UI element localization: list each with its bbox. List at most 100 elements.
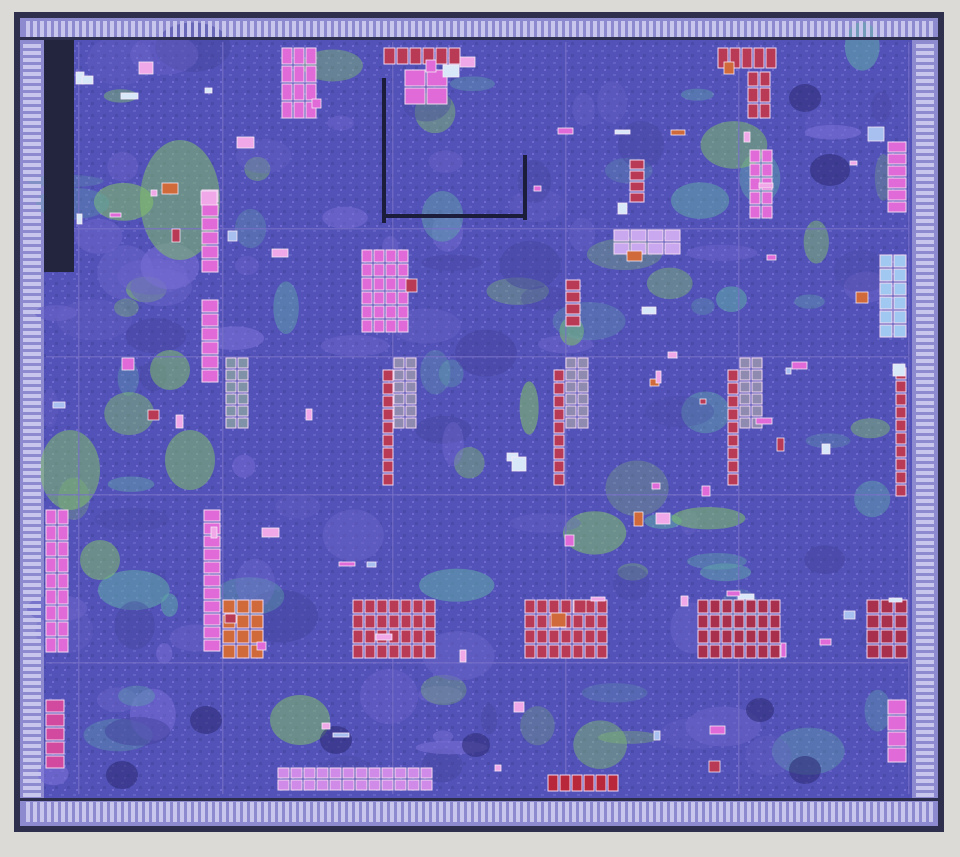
sram-cell (577, 369, 589, 381)
io-pad (916, 506, 934, 510)
io-pad (775, 802, 779, 822)
io-pad (916, 331, 934, 335)
io-pad (607, 802, 611, 822)
io-pad (916, 373, 934, 377)
sram-cell (524, 629, 536, 644)
sram-cell (761, 163, 773, 177)
io-pad (670, 802, 674, 822)
sram-cell (751, 393, 763, 405)
sram-cell (887, 189, 907, 201)
sram-cell (385, 319, 397, 333)
io-pad (278, 21, 282, 37)
io-pad (23, 114, 41, 118)
sram-cell (536, 644, 548, 659)
sram-cell (225, 381, 237, 393)
sram-cell (373, 291, 385, 305)
sram-cell (727, 473, 739, 486)
io-pad (23, 198, 41, 202)
io-pad (929, 802, 933, 822)
io-pad (845, 802, 849, 822)
io-pad (23, 303, 41, 307)
sram-cell (757, 644, 769, 659)
sram-cell (751, 357, 763, 369)
logic-patch (509, 513, 581, 533)
sram-cell (866, 614, 880, 629)
sram-cell (409, 47, 422, 65)
sram-cell (201, 231, 219, 245)
io-pad (103, 802, 107, 822)
io-pad (502, 21, 506, 37)
sram-cell (572, 644, 584, 659)
io-pad (916, 786, 934, 790)
logic-patch (87, 36, 153, 86)
small-block (120, 92, 139, 100)
io-pad (23, 170, 41, 174)
io-pad (916, 387, 934, 391)
io-pad (54, 802, 58, 822)
io-pad (705, 802, 709, 822)
small-block (150, 189, 158, 197)
io-pad (201, 802, 205, 822)
small-block (655, 370, 662, 384)
io-pad (838, 21, 842, 37)
io-pad (916, 198, 934, 202)
io-pad (23, 205, 41, 209)
io-pad (916, 709, 934, 713)
logic-patch (80, 540, 120, 580)
io-pad (23, 345, 41, 349)
logic-patch (519, 381, 539, 435)
io-pad (23, 779, 41, 783)
sram-cell (201, 327, 219, 341)
sram-cell (647, 229, 664, 242)
io-pad (23, 65, 41, 69)
io-pad (887, 21, 891, 37)
io-pad (593, 802, 597, 822)
sram-cell (45, 637, 57, 653)
small-block (138, 61, 154, 75)
io-pad (916, 352, 934, 356)
io-pad (916, 436, 934, 440)
sram-cell (879, 282, 893, 296)
sram-cell (404, 69, 426, 87)
io-pad (916, 303, 934, 307)
io-pad (23, 275, 41, 279)
io-pad (551, 21, 555, 37)
io-pad (23, 100, 41, 104)
logic-patch (605, 460, 669, 517)
io-pad (299, 802, 303, 822)
io-pad (327, 802, 331, 822)
logic-patch (322, 509, 384, 562)
dark-macro (320, 726, 352, 754)
logic-patch (74, 218, 123, 254)
logic-patch (42, 388, 59, 428)
sram-cell (364, 614, 376, 629)
sram-cell (290, 767, 303, 779)
small-block (667, 351, 678, 359)
io-pad (916, 723, 934, 727)
io-pad (285, 21, 289, 37)
io-pad (516, 802, 520, 822)
io-pad (285, 802, 289, 822)
sram-cell (747, 87, 759, 103)
io-pad (915, 21, 919, 37)
small-block (755, 417, 773, 425)
io-pad (320, 802, 324, 822)
io-pad (916, 450, 934, 454)
logic-patch (520, 285, 571, 311)
sram-cell (361, 277, 373, 291)
sram-cell (893, 296, 907, 310)
sram-cell (727, 408, 739, 421)
sram-cell (887, 177, 907, 189)
sram-cell (225, 393, 237, 405)
io-pad (306, 802, 310, 822)
logic-patch (453, 447, 485, 479)
io-pad (916, 170, 934, 174)
sram-cell (709, 629, 721, 644)
sram-cell (45, 755, 65, 769)
io-pad (376, 802, 380, 822)
logic-patch (573, 720, 628, 769)
io-pad (733, 802, 737, 822)
sram-cell (893, 254, 907, 268)
io-pad (916, 401, 934, 405)
io-pad (23, 408, 41, 412)
